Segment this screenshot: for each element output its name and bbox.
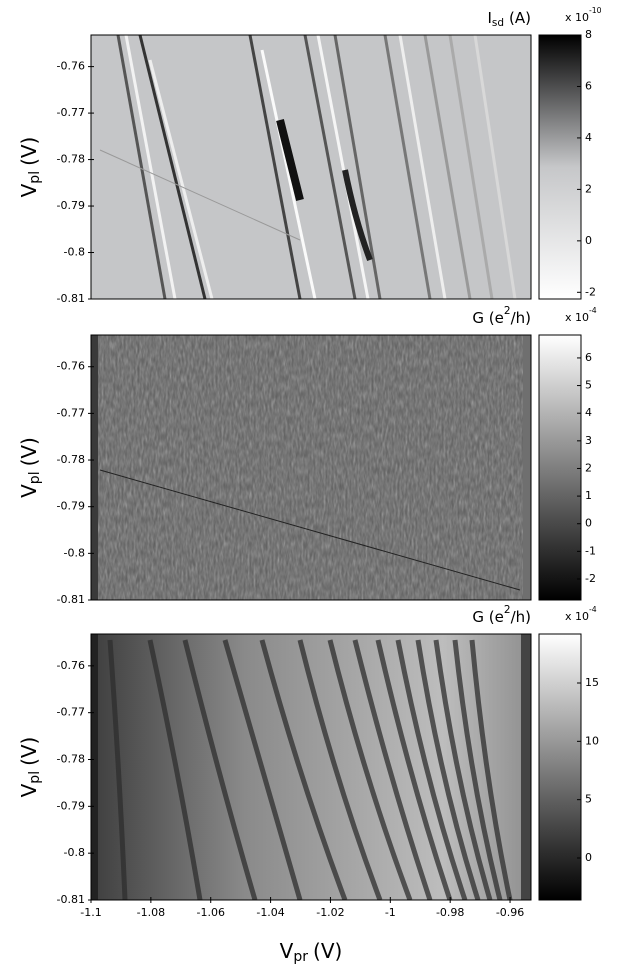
y-tick-label: -0.78 [57,153,85,166]
colorbar-tick-label: -2 [585,572,596,585]
y-axis-label: Vpl (V) [17,437,44,498]
label-part: pl [27,771,43,784]
colorbar-tick-label: 15 [585,676,599,689]
colorbar-scale: x 10-4 [565,306,597,324]
label-part: V [17,183,41,197]
label-part: pl [27,171,43,184]
label-part: V [17,484,41,498]
x-tick-label: -1.1 [80,906,101,919]
y-tick-label: -0.79 [57,500,85,513]
colorbar-tick-label: 0 [585,851,592,864]
colorbar-scale: x 10-4 [565,605,597,623]
plot-frame [90,334,532,601]
y-tick-label: -0.8 [64,846,85,859]
x-tick-label: -1 [385,906,396,919]
label-part: (V) [313,939,342,963]
colorbar-scale: x 10-10 [565,6,602,24]
y-tick-label: -0.81 [57,292,85,305]
colorbar-tick-label: 4 [585,131,592,144]
colorbar [538,334,582,601]
colorbar-tick-label: 8 [585,28,592,41]
colorbar-label: Isd (A) [487,9,531,30]
label-part: x 10 [565,11,589,24]
label-part: x 10 [565,311,589,324]
heatmap-image [91,35,531,299]
label-part: G (e [472,309,503,327]
colorbar-tick-label: 6 [585,79,592,92]
plot-frame [90,34,532,300]
label-part: 2 [504,604,511,616]
colorbar-tick-label: 6 [585,351,592,364]
x-tick-label: -0.96 [496,906,524,919]
y-tick-label: -0.78 [57,753,85,766]
label-part: sd [492,17,504,29]
y-axis-label: Vpl (V) [17,737,44,798]
colorbar-tick-label: 0 [585,517,592,530]
x-tick-label: -1.08 [137,906,165,919]
colorbar-tick-label: 2 [585,182,592,195]
x-tick-label: -1.02 [316,906,344,919]
colorbar-tick-label: -2 [585,285,596,298]
plot-frame [90,633,532,901]
y-tick-label: -0.77 [57,106,85,119]
colorbar-tick-label: 5 [585,793,592,806]
y-tick-label: -0.81 [57,593,85,606]
label-part: V [280,939,294,963]
label-part: pl [27,471,43,484]
colorbar-label: G (e2/h) [472,305,531,327]
label-part: -4 [589,605,597,614]
y-tick-label: -0.76 [57,360,85,373]
heatmap-image [91,335,531,600]
y-tick-label: -0.77 [57,706,85,719]
label-part: (V) [17,437,41,466]
colorbar-tick-label: 3 [585,434,592,447]
colorbar-tick-label: 2 [585,461,592,474]
y-axis-label: Vpl (V) [17,137,44,198]
y-tick-label: -0.79 [57,199,85,212]
colorbar-label: G (e2/h) [472,604,531,626]
heatmap-image [91,634,531,900]
x-tick-label: -0.98 [436,906,464,919]
colorbar-tick-label: 1 [585,489,592,502]
label-part: (A) [509,9,531,27]
label-part: 2 [504,305,511,317]
colorbar [538,34,582,300]
y-tick-label: -0.78 [57,453,85,466]
colorbar-tick-label: 4 [585,406,592,419]
label-part: /h) [511,608,531,626]
colorbar-tick-label: 5 [585,379,592,392]
x-axis-label: Vpr (V) [280,939,343,966]
x-tick-label: -1.06 [196,906,224,919]
y-tick-label: -0.76 [57,659,85,672]
label-part: V [17,783,41,797]
colorbar-tick-label: -1 [585,544,596,557]
colorbar-tick-label: 10 [585,734,599,747]
y-tick-label: -0.81 [57,893,85,906]
label-part: -4 [589,306,597,315]
y-tick-label: -0.77 [57,406,85,419]
label-part: x 10 [565,610,589,623]
colorbar-tick-label: 0 [585,234,592,247]
y-tick-label: -0.76 [57,60,85,73]
label-part: -10 [589,6,602,15]
label-part: pr [293,949,308,965]
label-part: G (e [472,608,503,626]
y-tick-label: -0.8 [64,246,85,259]
y-tick-label: -0.79 [57,799,85,812]
label-part: (V) [17,137,41,166]
label-part: /h) [511,309,531,327]
label-part: I [487,9,491,27]
y-tick-label: -0.8 [64,546,85,559]
x-tick-label: -1.04 [256,906,284,919]
colorbar [538,633,582,901]
label-part: (V) [17,737,41,766]
